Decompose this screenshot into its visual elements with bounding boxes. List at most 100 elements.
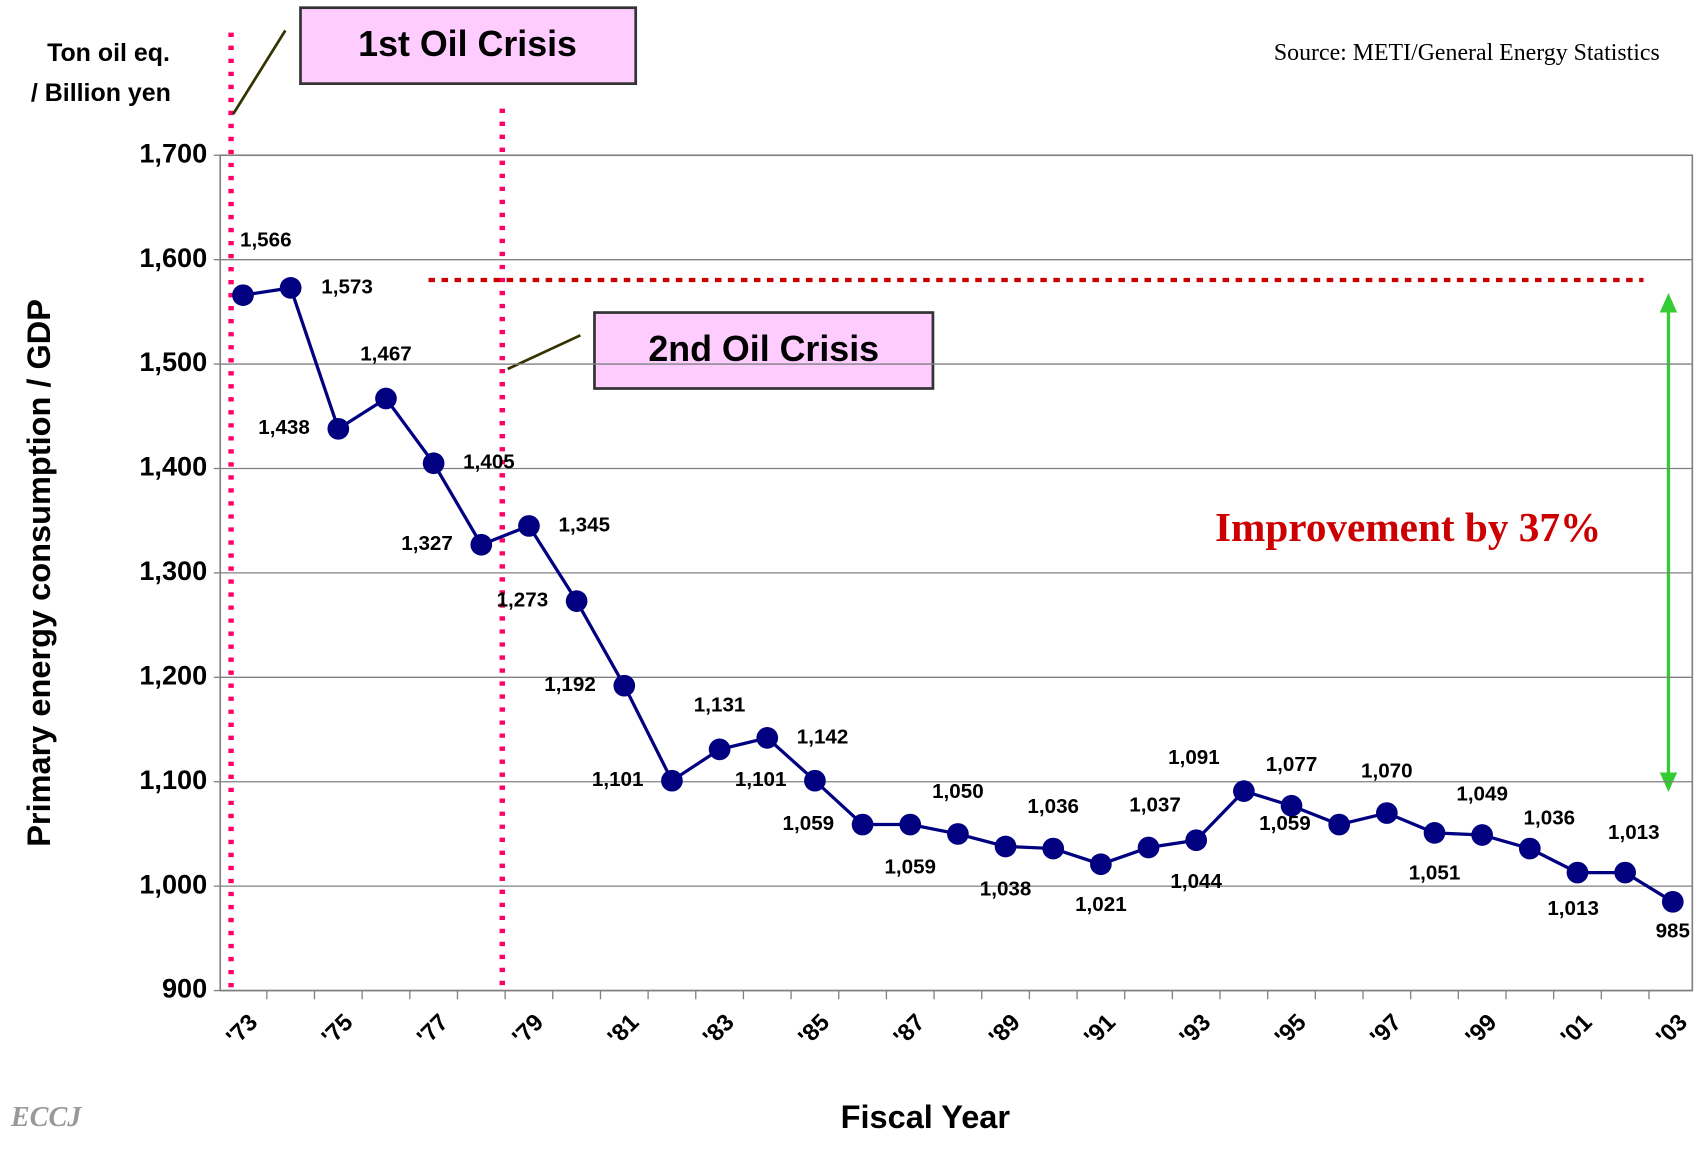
- value-label: 1,438: [258, 416, 310, 439]
- value-label: 1,059: [884, 855, 936, 878]
- y-tick-label: 1,200: [139, 659, 207, 690]
- x-tick-label: '93: [1174, 1009, 1216, 1051]
- value-label: 1,070: [1361, 759, 1413, 782]
- y-tick-label: 1,300: [139, 555, 207, 586]
- y-tick-label: 1,600: [139, 242, 207, 273]
- value-label: 1,013: [1608, 821, 1660, 844]
- x-tick-label: '87: [888, 1009, 930, 1051]
- value-label: 1,050: [932, 780, 984, 803]
- value-label: 1,037: [1129, 794, 1181, 817]
- point: [518, 515, 540, 537]
- y-tick-label: 1,400: [139, 451, 207, 482]
- point: [1328, 813, 1351, 836]
- point: [470, 533, 493, 556]
- x-tick-label: '75: [317, 1009, 359, 1051]
- x-tick-label: '97: [1365, 1009, 1407, 1051]
- point: [1137, 836, 1160, 859]
- annotation: 1st Oil Crisis: [358, 24, 577, 64]
- y-axis-label: Primary energy consumption / GDP: [21, 299, 57, 847]
- point: [1566, 861, 1589, 884]
- y-tick-label: 1,000: [139, 868, 207, 899]
- x-tick-label: '01: [1556, 1009, 1598, 1051]
- point: [947, 823, 969, 845]
- point: [1185, 829, 1208, 852]
- point: [1233, 780, 1255, 802]
- point: [851, 813, 874, 836]
- point: [232, 284, 254, 307]
- callout-line: [507, 334, 581, 371]
- point: [279, 277, 302, 299]
- x-tick-label: '73: [221, 1009, 263, 1051]
- value-label: 1,013: [1547, 897, 1599, 920]
- point: [327, 417, 350, 440]
- point: [1423, 822, 1446, 844]
- value-label: 1,573: [321, 275, 373, 298]
- point: [1614, 861, 1636, 884]
- x-tick-label: '83: [698, 1009, 740, 1051]
- annotation-box: [593, 311, 935, 390]
- value-label: 985: [1656, 920, 1690, 943]
- point: [1090, 853, 1112, 876]
- unit-label: / Billion yen: [31, 79, 171, 107]
- value-label: 1,273: [497, 589, 549, 612]
- point: [1280, 794, 1303, 817]
- value-label: 1,327: [401, 532, 453, 555]
- value-label: 1,038: [980, 877, 1032, 900]
- point: [1471, 824, 1494, 846]
- x-tick-label: '99: [1460, 1009, 1502, 1051]
- point: [422, 452, 445, 475]
- point: [613, 674, 636, 697]
- y-tick-label: 1,100: [139, 764, 207, 795]
- point: [899, 813, 922, 836]
- unit-label: Ton oil eq.: [47, 39, 170, 67]
- x-tick-label: '77: [412, 1009, 454, 1051]
- x-tick-label: '03: [1651, 1009, 1693, 1051]
- value-label: 1,021: [1075, 893, 1127, 916]
- value-label: 1,044: [1170, 870, 1222, 893]
- value-label: 1,049: [1456, 782, 1508, 805]
- x-tick-label: '85: [793, 1009, 835, 1051]
- value-label: 1,566: [240, 228, 292, 251]
- y-tick-label: 1,700: [139, 137, 207, 168]
- brand: ECCJ: [10, 1102, 82, 1133]
- value-label: 1,051: [1409, 862, 1461, 885]
- x-tick-label: '79: [507, 1009, 549, 1051]
- x-axis-label: Fiscal Year: [841, 1099, 1011, 1135]
- point: [1375, 802, 1398, 824]
- value-label: 1,059: [1259, 812, 1311, 835]
- value-label: 1,467: [360, 343, 412, 366]
- point: [565, 590, 588, 612]
- x-tick-label: '95: [1270, 1009, 1312, 1051]
- value-label: 1,405: [463, 451, 515, 474]
- point: [1518, 837, 1541, 860]
- point: [804, 769, 826, 792]
- annotation: 2nd Oil Crisis: [648, 329, 879, 369]
- point: [375, 387, 397, 410]
- point: [661, 769, 683, 792]
- value-label: 1,091: [1168, 746, 1220, 769]
- point: [994, 835, 1017, 858]
- value-label: 1,077: [1266, 753, 1318, 776]
- x-tick-label: '81: [602, 1009, 644, 1051]
- y-tick-label: 900: [162, 973, 207, 1004]
- line: [242, 286, 1674, 904]
- value-label: 1,345: [558, 513, 610, 536]
- y-tick-label: 1,500: [139, 346, 207, 377]
- value-label: 1,101: [735, 768, 787, 791]
- value-label: 1,192: [544, 673, 596, 696]
- point: [708, 738, 731, 761]
- point: [1042, 837, 1065, 860]
- value-label: 1,036: [1524, 807, 1576, 830]
- source: Source: METI/General Energy Statistics: [1274, 40, 1660, 66]
- value-label: 1,131: [694, 693, 746, 716]
- value-label: 1,142: [797, 725, 849, 748]
- x-tick-label: '91: [1079, 1009, 1121, 1051]
- x-tick-label: '89: [984, 1009, 1026, 1051]
- value-label: 1,036: [1027, 795, 1079, 818]
- annotation: Improvement by 37%: [1215, 504, 1601, 550]
- value-label: 1,101: [592, 768, 644, 791]
- value-label: 1,059: [783, 812, 835, 835]
- annotation-box: [299, 6, 638, 86]
- point: [1661, 890, 1684, 913]
